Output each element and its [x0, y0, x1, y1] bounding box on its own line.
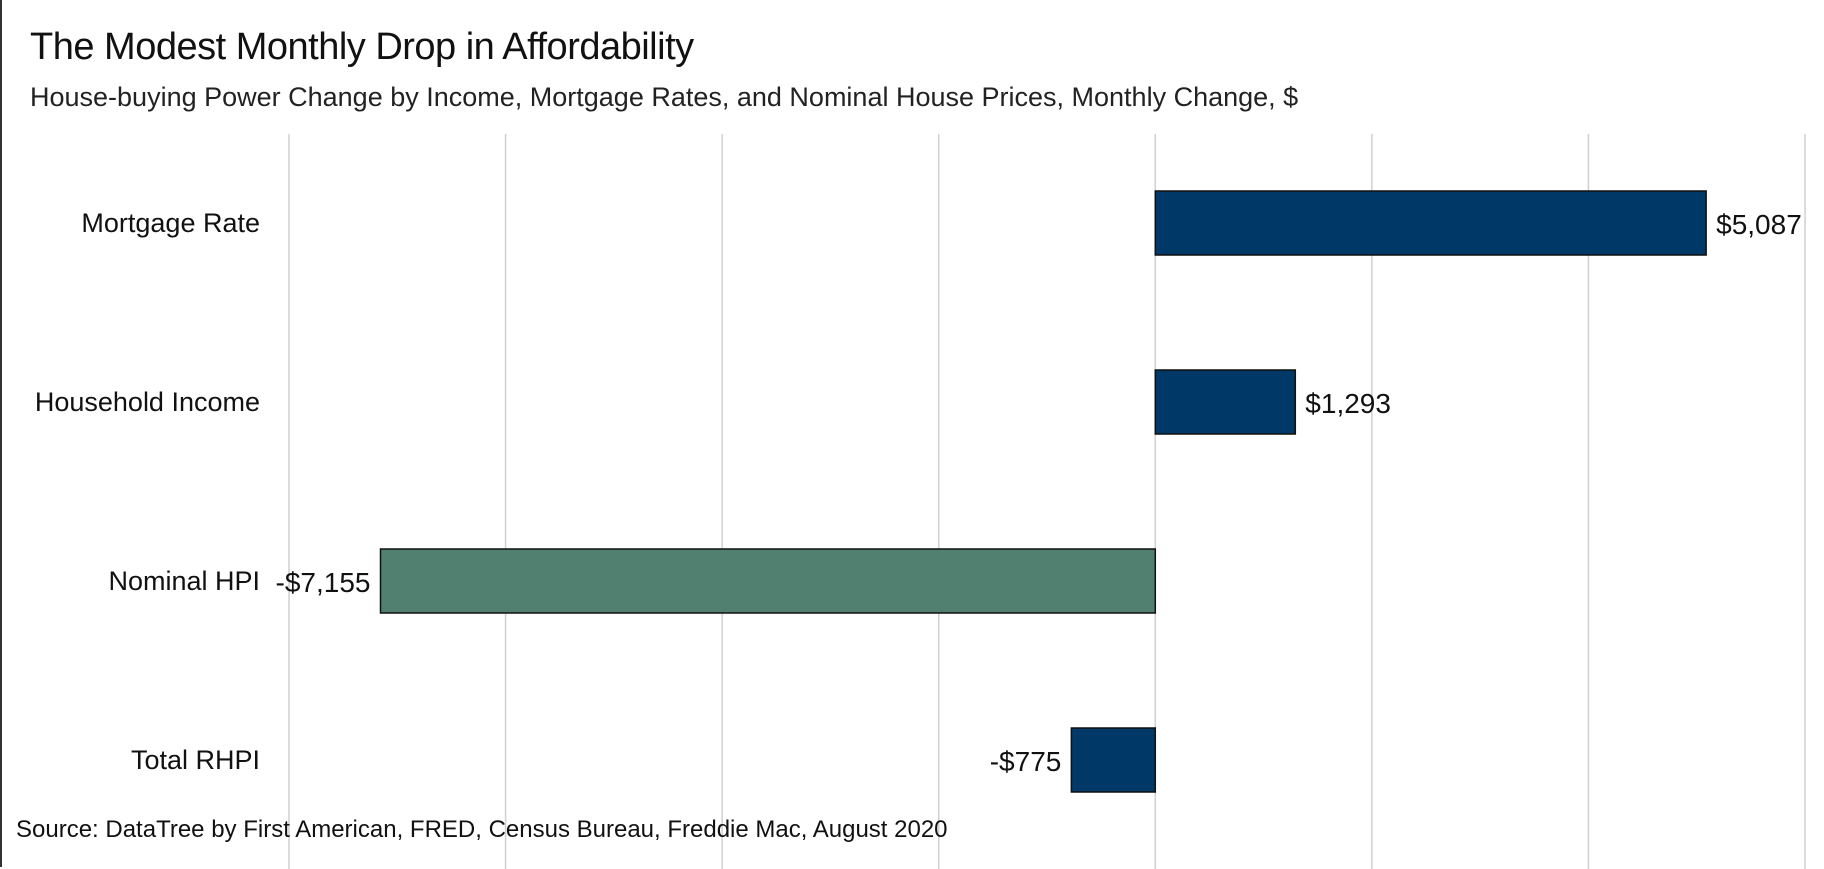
data-label: $5,087	[1716, 209, 1802, 240]
data-label: $1,293	[1305, 388, 1391, 419]
chart-title: The Modest Monthly Drop in Affordability	[30, 26, 694, 68]
data-label: -$7,155	[276, 567, 371, 598]
chart-source: Source: DataTree by First American, FRED…	[16, 816, 948, 843]
data-label: -$775	[990, 746, 1062, 777]
category-label: Nominal HPI	[108, 566, 260, 596]
category-label: Household Income	[35, 387, 260, 417]
chart-subtitle: House-buying Power Change by Income, Mor…	[30, 82, 1299, 112]
category-label: Mortgage Rate	[81, 208, 260, 238]
bars	[379, 190, 1707, 793]
labels: Mortgage Rate $5,087 Household Income $1,29…	[35, 208, 1802, 777]
bar-household-income	[1154, 369, 1297, 435]
category-label: Total RHPI	[131, 745, 260, 775]
bar-nominal-hpi	[379, 548, 1157, 614]
bar-total-rhpi	[1070, 727, 1157, 793]
bar-mortgage-rate	[1154, 190, 1707, 256]
